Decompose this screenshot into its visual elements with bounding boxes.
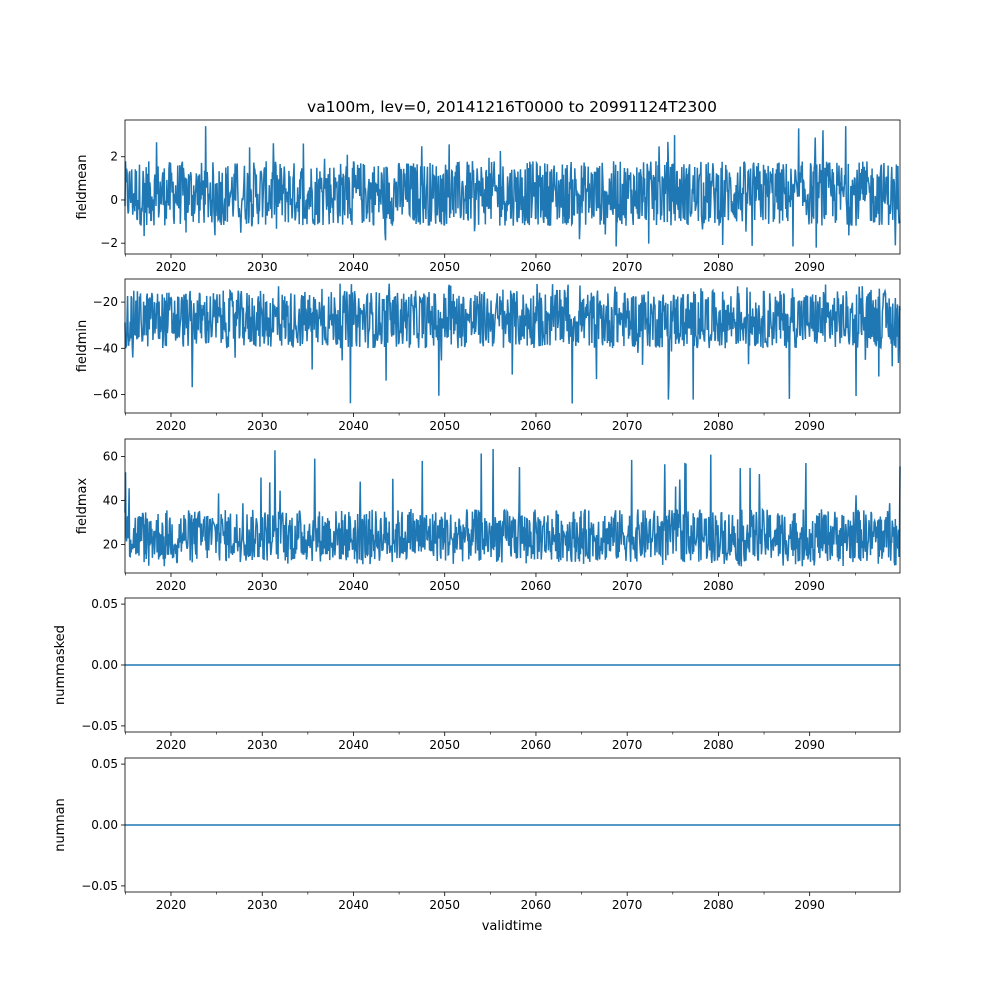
x-tick-label: 2090 [794,260,825,274]
x-tick-label: 2060 [521,898,552,912]
x-tick-label: 2090 [794,738,825,752]
axes-frame-fieldmax [124,438,901,574]
y-tick-label: 40 [103,494,118,508]
x-tick-label: 2060 [521,419,552,433]
panel-nummasked: 2020 2030 2040 2050 2060 2070 2080 2090 −0.05 0.0… [53,597,901,752]
x-tick-label: 2030 [247,260,278,274]
y-tick-label: 2 [110,150,118,164]
panels: 2020 2030 2040 2050 2060 2070 2080 2090−202fiel… [53,119,901,912]
y-tick-label: −60 [93,388,118,402]
x-tick-label: 2050 [429,579,460,593]
x-tick-label: 2080 [703,579,734,593]
x-tick-label: 2030 [247,898,278,912]
y-tick-label: 0 [110,193,118,207]
x-tick-label: 2050 [429,260,460,274]
x-axis-label: validtime [482,919,543,934]
y-tick-label: 20 [103,537,118,551]
x-tick-label: 2060 [521,260,552,274]
x-tick-label: 2070 [612,738,643,752]
series-line-fieldmean [124,126,901,248]
x-tick-label: 2020 [156,260,187,274]
x-tick-label: 2040 [338,260,369,274]
x-tick-label: 2060 [521,738,552,752]
x-tick-label: 2070 [612,260,643,274]
y-tick-label: −20 [93,295,118,309]
x-tick-label: 2050 [429,419,460,433]
x-tick-label: 2090 [794,898,825,912]
panel-fieldmean: 2020 2030 2040 2050 2060 2070 2080 2090 −2 0 2 fiel… [75,119,901,274]
axes-frame-fieldmin [124,278,901,414]
x-tick-label: 2060 [521,579,552,593]
x-tick-label: 2040 [338,419,369,433]
y-tick-label: −0.05 [81,879,118,893]
series-line-fieldmin [124,283,901,404]
y-tick-label: 0.00 [91,818,118,832]
x-tick-label: 2070 [612,419,643,433]
x-tick-label: 2030 [247,738,278,752]
x-tick-label: 2080 [703,260,734,274]
x-tick-label: 2050 [429,898,460,912]
y-axis-label-nummasked: nummasked [53,625,68,705]
y-tick-label: −40 [93,341,118,355]
x-tick-label: 2020 [156,898,187,912]
y-tick-label: 0.05 [91,597,118,611]
panel-fieldmax: 2020 2030 2040 2050 2060 2070 2080 2090204060fi… [75,438,901,593]
axes-frame-fieldmean [124,119,901,255]
y-tick-label: 0.00 [91,658,118,672]
y-axis-label-numnan: numnan [53,798,68,852]
x-tick-label: 2070 [612,898,643,912]
series-line-fieldmax [124,449,901,567]
x-tick-label: 2040 [338,738,369,752]
y-axis-label-fieldmin: fieldmin [75,320,90,373]
x-tick-label: 2020 [156,738,187,752]
x-tick-label: 2090 [794,579,825,593]
x-tick-label: 2050 [429,738,460,752]
x-tick-label: 2080 [703,898,734,912]
y-tick-label: −0.05 [81,719,118,733]
panel-numnan: 2020 2030 2040 2050 2060 2070 2080 2090 −0.05 0.0… [53,757,901,912]
y-axis-label-fieldmax: fieldmax [75,478,90,535]
chart-title: va100m, lev=0, 20141216T0000 to 20991124… [307,98,717,116]
x-tick-label: 2080 [703,738,734,752]
x-tick-label: 2020 [156,419,187,433]
x-tick-label: 2020 [156,579,187,593]
y-tick-label: 60 [103,450,118,464]
x-tick-label: 2030 [247,579,278,593]
panel-fieldmin: 2020 2030 2040 2050 2060 2070 2080 2090 −60 −40 −2… [75,278,901,433]
x-tick-label: 2030 [247,419,278,433]
y-tick-label: −2 [100,236,118,250]
x-tick-label: 2080 [703,419,734,433]
x-tick-label: 2040 [338,898,369,912]
y-axis-label-fieldmean: fieldmean [75,155,90,220]
y-tick-label: 0.05 [91,757,118,771]
x-tick-label: 2040 [338,579,369,593]
x-tick-label: 2070 [612,579,643,593]
x-tick-label: 2090 [794,419,825,433]
